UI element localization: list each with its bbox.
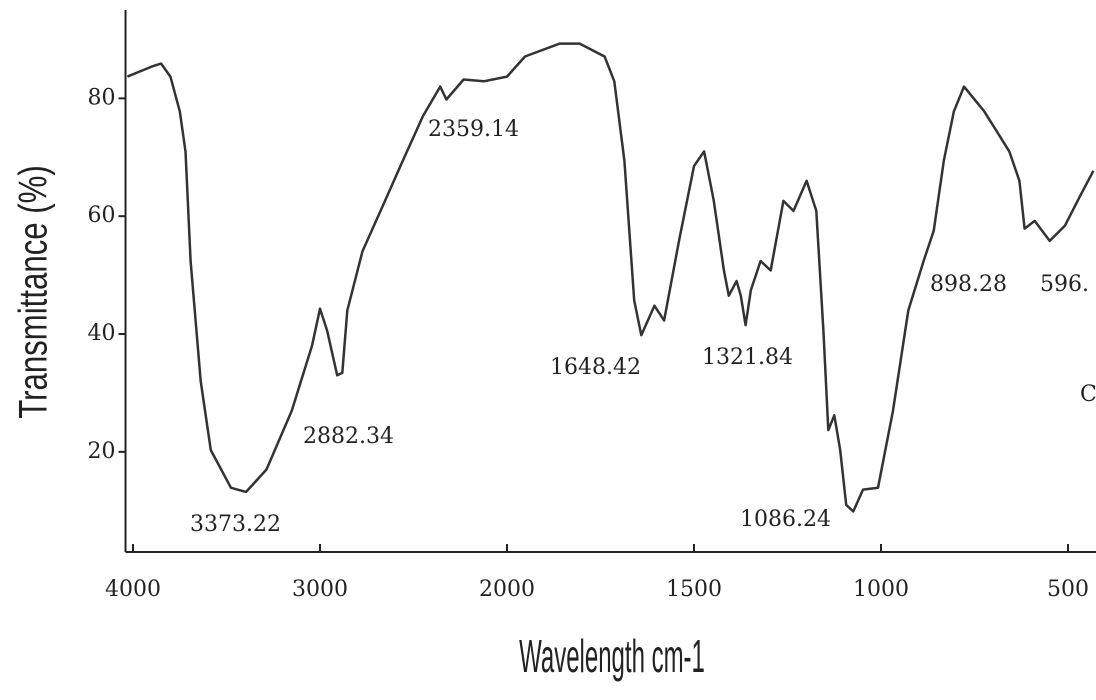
y-tick-label: 40 bbox=[88, 321, 116, 346]
y-tick-label: 20 bbox=[88, 439, 116, 464]
x-tick-label: 4000 bbox=[105, 577, 161, 602]
y-tick-label: 80 bbox=[88, 85, 116, 110]
peak-label: C bbox=[1080, 382, 1096, 407]
peak-label: 596. bbox=[1040, 272, 1089, 297]
x-tick-label: 2000 bbox=[479, 577, 535, 602]
spectrum-line bbox=[126, 42, 1095, 513]
peak-label: 1321.84 bbox=[702, 345, 793, 370]
x-tick-label: 3000 bbox=[292, 577, 348, 602]
peak-label: 3373.22 bbox=[190, 512, 281, 537]
peak-label: 2359.14 bbox=[428, 117, 519, 142]
x-tick-label: 1000 bbox=[853, 577, 909, 602]
peak-label: 1648.42 bbox=[550, 355, 641, 380]
x-tick-label: 1500 bbox=[666, 577, 722, 602]
y-axis-label: Transmittance (%) bbox=[11, 165, 56, 419]
peak-label: 898.28 bbox=[930, 272, 1007, 297]
peak-label: 2882.34 bbox=[303, 424, 394, 449]
x-tick-label: 500 bbox=[1047, 577, 1089, 602]
x-axis-label: Wavelength cm-1 bbox=[519, 631, 705, 682]
y-tick-label: 60 bbox=[88, 203, 116, 228]
peak-label: 1086.24 bbox=[740, 507, 831, 532]
